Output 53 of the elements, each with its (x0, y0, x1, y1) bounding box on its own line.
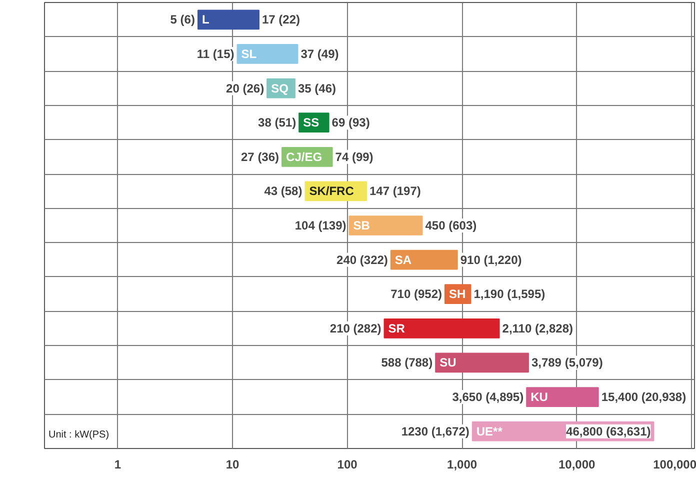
bar (435, 352, 529, 373)
annotation: 15,400 (20,938) (601, 390, 686, 404)
y-tick-label: SB (353, 218, 370, 232)
annotation: 450 (603) (425, 218, 477, 232)
annotation: 20 (26) (226, 81, 264, 96)
y-tick-label: SU (440, 356, 456, 370)
x-tick-label: 100,000 (653, 458, 696, 472)
y-tick-label: CJ/EG (286, 150, 322, 164)
x-tick-label: 10,000 (558, 458, 596, 472)
annotation: 1,190 (1,595) (474, 287, 546, 302)
annotation: 910 (1,220) (460, 252, 522, 267)
y-tick-label: SL (241, 46, 257, 61)
y-tick-label: SR (388, 321, 406, 336)
y-tick-label: SS (303, 116, 320, 130)
annotation: 5 (6) (170, 12, 195, 27)
bar (526, 387, 599, 407)
bar (236, 44, 298, 64)
y-tick-label: L (202, 12, 210, 27)
bar (197, 10, 260, 30)
annotation: 74 (99) (335, 150, 374, 164)
annotation: 210 (282) (330, 321, 382, 336)
annotation: 38 (51) (258, 116, 296, 130)
bar (384, 318, 500, 338)
annotation: 3,650 (4,895) (452, 390, 524, 404)
annotation: 104 (139) (294, 218, 346, 232)
x-tick-label: 100 (337, 458, 358, 472)
x-tick-label: 1 (114, 458, 122, 472)
annotation: 3,789 (5,079) (531, 356, 603, 370)
annotation: 11 (15) (196, 46, 234, 61)
y-tick-label: SA (394, 252, 412, 267)
annotation: 588 (788) (381, 356, 433, 370)
x-tick-label: 1,000 (447, 458, 478, 472)
annotation: 240 (322) (336, 252, 388, 267)
bar (390, 250, 458, 270)
annotation: 43 (58) (264, 184, 302, 198)
annotation: Unit : kW(PS) (48, 430, 110, 440)
annotation: 1230 (1,672) (401, 424, 470, 438)
annotation: 37 (49) (300, 46, 339, 61)
annotation: 46,800 (63,631) (566, 424, 651, 438)
annotation: 17 (22) (262, 12, 300, 27)
annotation: 69 (93) (332, 116, 370, 130)
annotation: 2,110 (2,828) (502, 321, 574, 336)
y-tick-label: SH (448, 287, 466, 302)
y-tick-label: UE** (476, 424, 503, 438)
y-tick-label: KU (530, 390, 548, 404)
annotation: 27 (36) (241, 150, 280, 164)
x-tick-label: 10 (226, 458, 240, 472)
annotation: 710 (952) (390, 287, 442, 302)
annotation: 147 (197) (369, 184, 421, 198)
bar (348, 216, 423, 236)
annotation: 35 (46) (298, 81, 336, 96)
y-tick-label: SK/FRC (309, 184, 354, 198)
y-tick-label: SQ (271, 81, 288, 96)
